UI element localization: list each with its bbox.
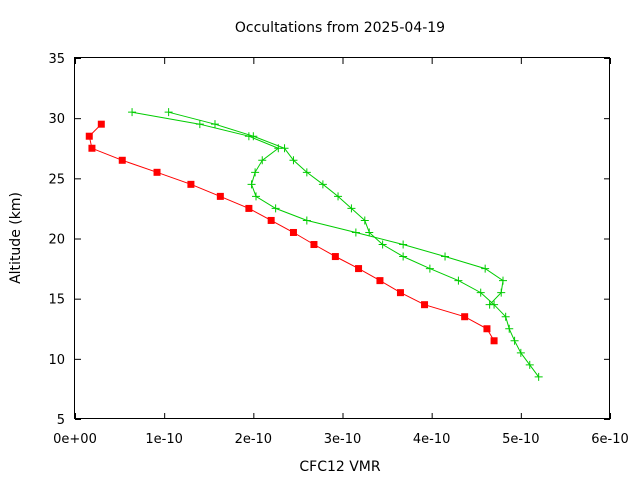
- data-point: [461, 313, 469, 321]
- data-point: [510, 336, 519, 345]
- data-point: [421, 301, 429, 309]
- data-point: [425, 264, 434, 273]
- data-point: [365, 228, 374, 237]
- data-point: [187, 180, 195, 188]
- data-point: [378, 240, 387, 249]
- data-point: [289, 156, 298, 165]
- data-point: [331, 253, 339, 261]
- plot-frame: [74, 57, 610, 419]
- data-point: [490, 300, 499, 309]
- data-point: [280, 144, 289, 153]
- data-point: [118, 156, 126, 164]
- data-point: [376, 277, 384, 285]
- data-point: [271, 204, 280, 213]
- data-point: [252, 192, 261, 201]
- data-point: [516, 348, 525, 357]
- data-point: [85, 132, 93, 140]
- data-point: [88, 144, 96, 152]
- data-point: [351, 228, 360, 237]
- data-point: [360, 216, 369, 225]
- data-point: [497, 288, 506, 297]
- data-point: [302, 168, 311, 177]
- data-point: [318, 180, 327, 189]
- data-point: [302, 216, 311, 225]
- data-point: [310, 241, 318, 249]
- data-point: [399, 240, 408, 249]
- x-tick-label: 3e-10: [324, 432, 362, 447]
- data-point: [396, 289, 404, 297]
- data-point: [251, 168, 260, 177]
- y-tick-label: 20: [48, 233, 65, 248]
- x-tick-label: 5e-10: [502, 432, 540, 447]
- data-point: [454, 276, 463, 285]
- y-tick-label: 10: [48, 353, 65, 368]
- series-3: [164, 108, 543, 381]
- data-point: [97, 120, 105, 128]
- y-tick-label: 35: [48, 52, 65, 67]
- series-2: [128, 108, 507, 309]
- data-point: [355, 265, 363, 273]
- data-point: [483, 325, 491, 333]
- y-tick-label: 25: [48, 172, 65, 187]
- series-1: [85, 120, 498, 345]
- data-point: [249, 132, 258, 141]
- series-line: [168, 111, 540, 378]
- data-point: [525, 360, 534, 369]
- data-point: [505, 324, 514, 333]
- data-point: [334, 192, 343, 201]
- data-point: [490, 337, 498, 345]
- x-tick-label: 2e-10: [235, 432, 273, 447]
- data-point: [399, 252, 408, 261]
- data-point: [195, 120, 204, 129]
- data-point: [267, 216, 275, 224]
- data-point: [245, 204, 253, 212]
- x-tick-label: 0e+00: [53, 432, 97, 447]
- x-axis-label: CFC12 VMR: [299, 459, 381, 475]
- data-point: [476, 288, 485, 297]
- chart-title: Occultations from 2025-04-19: [235, 20, 445, 36]
- data-point: [216, 192, 224, 200]
- y-tick-label: 15: [48, 293, 65, 308]
- data-point: [499, 276, 507, 285]
- data-point: [441, 252, 450, 261]
- y-tick-label: 5: [57, 413, 65, 428]
- data-point: [347, 204, 356, 213]
- data-point: [128, 108, 137, 117]
- data-point: [247, 180, 256, 189]
- data-point: [258, 156, 267, 165]
- x-tick-label: 6e-10: [591, 432, 629, 447]
- axis-ticks: 0e+00 1e-10 2e-10 3e-10 4e-10 5e-10 6e-10 5 10 15…: [48, 52, 628, 447]
- series-layer: [85, 108, 543, 381]
- data-point: [534, 372, 543, 381]
- data-point: [481, 264, 490, 273]
- x-tick-label: 4e-10: [413, 432, 451, 447]
- x-tick-label: 1e-10: [145, 432, 183, 447]
- data-point: [164, 108, 173, 117]
- y-tick-label: 30: [48, 112, 65, 127]
- data-point: [289, 228, 297, 236]
- data-point: [501, 312, 510, 321]
- data-point: [210, 120, 219, 129]
- data-point: [153, 168, 161, 176]
- y-axis-label: Altitude (km): [8, 192, 24, 284]
